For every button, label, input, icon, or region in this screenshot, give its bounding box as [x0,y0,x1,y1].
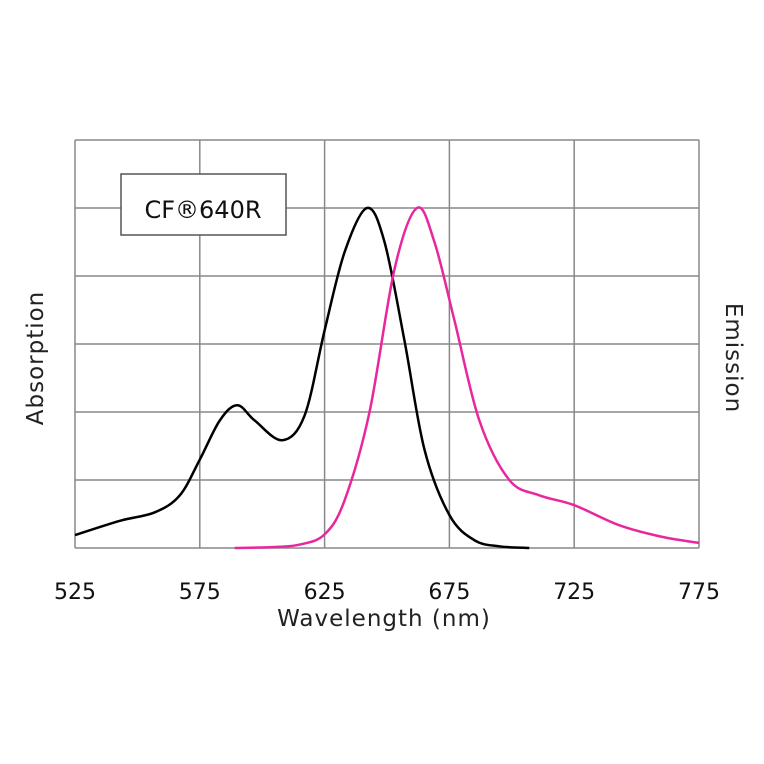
y-axis-label-left: Absorption [23,291,49,426]
x-tick-label: 675 [428,580,470,605]
emission-curve [234,206,700,550]
legend: CF®640R [120,173,287,236]
curves [74,206,700,550]
x-tick-label: 625 [304,580,346,605]
legend-box [120,173,287,236]
y-axis-label-right: Emission [720,303,746,413]
absorption-curve [74,206,530,550]
legend-text: CF®640R [144,196,261,224]
x-axis-label: Wavelength (nm) [277,606,491,632]
x-tick-labels: 525 575 625 675 725 775 [54,580,720,605]
x-tick-label: 525 [54,580,96,605]
x-tick-label: 725 [553,580,595,605]
x-tick-label: 575 [179,580,221,605]
x-tick-label: 775 [678,580,720,605]
